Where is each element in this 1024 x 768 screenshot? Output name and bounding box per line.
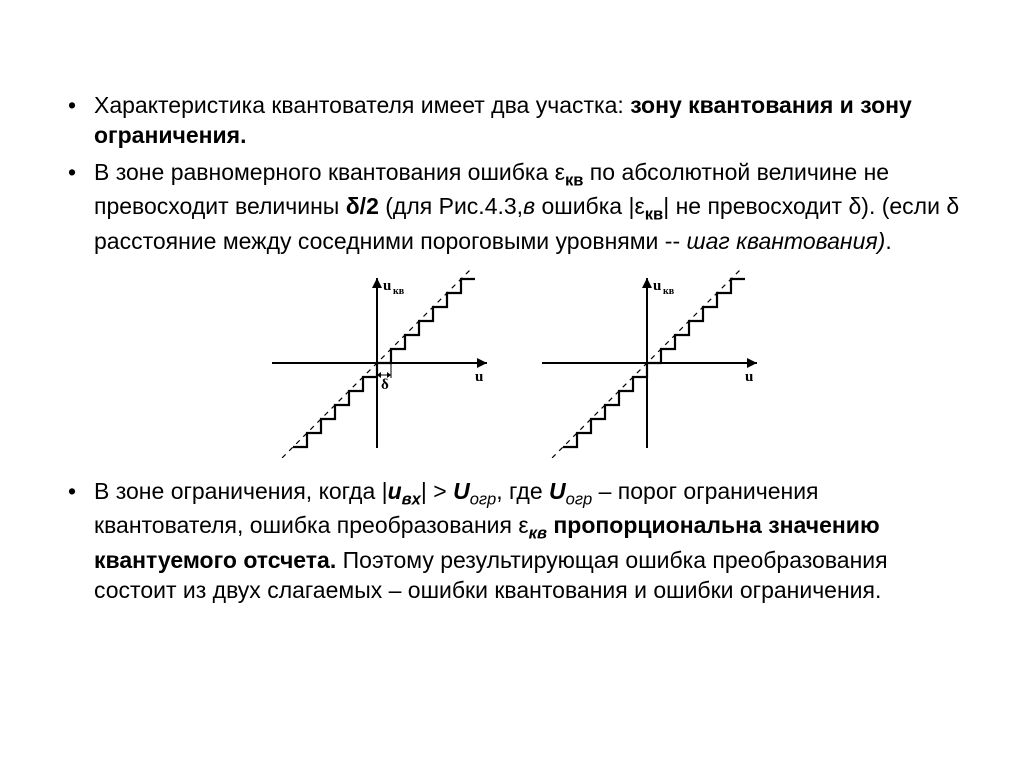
b2-vi: в bbox=[523, 193, 535, 219]
b3-uogr2-sub: огр bbox=[566, 490, 593, 509]
b2-t5: | не превосходит bbox=[663, 193, 848, 219]
svg-text:δ: δ bbox=[381, 377, 389, 393]
svg-text:u: u bbox=[475, 369, 483, 385]
bullet-2: В зоне равномерного квантования ошибка ε… bbox=[60, 157, 964, 256]
bullet-list: Характеристика квантователя имеет два уч… bbox=[60, 90, 964, 256]
b2-sub2: кв bbox=[645, 205, 663, 224]
b1-text: Характеристика квантователя имеет два уч… bbox=[94, 92, 630, 118]
b2-sub1: кв bbox=[565, 170, 583, 189]
b2-eps: ε bbox=[555, 159, 565, 185]
b2-t4: ошибка | bbox=[535, 193, 634, 219]
b3-t3: , где bbox=[496, 478, 549, 504]
b3-eps: ε bbox=[518, 512, 528, 538]
bullet-list-2: В зоне ограничения, когда |uвх| > Uогр, … bbox=[60, 476, 964, 606]
b2-eps2: ε bbox=[634, 193, 644, 219]
b3-eps-sub: кв bbox=[529, 524, 547, 543]
svg-text:u: u bbox=[745, 369, 753, 385]
b3-uvx-sub: вх bbox=[402, 490, 421, 509]
b3-uogr: U bbox=[453, 478, 470, 504]
b2-t1: В зоне равномерного квантования ошибка bbox=[94, 159, 555, 185]
b3-uogr-sub: огр bbox=[470, 490, 497, 509]
b3-t2: | > bbox=[421, 478, 453, 504]
b2-d2: δ bbox=[946, 193, 959, 219]
b2-d1: δ bbox=[848, 193, 861, 219]
b2-t3: (для Рис.4.3, bbox=[379, 193, 523, 219]
b2-step: шаг квантования) bbox=[687, 228, 886, 254]
b3-uogr2: U bbox=[549, 478, 566, 504]
b3-t1: В зоне ограничения, когда | bbox=[94, 478, 388, 504]
b3-uvx: u bbox=[388, 478, 402, 504]
quantizer-chart-left: δuквu bbox=[262, 268, 492, 458]
b2-dh: δ/2 bbox=[346, 193, 379, 219]
b2-t7: расстояние между соседними пороговыми ур… bbox=[94, 228, 687, 254]
b2-t8: . bbox=[885, 228, 891, 254]
svg-text:кв: кв bbox=[663, 286, 675, 297]
quantizer-chart-right: uквu bbox=[532, 268, 762, 458]
diagram-row: δuквu uквu bbox=[60, 268, 964, 458]
bullet-3: В зоне ограничения, когда |uвх| > Uогр, … bbox=[60, 476, 964, 606]
b2-t6: ). (если bbox=[861, 193, 946, 219]
svg-text:u: u bbox=[653, 278, 661, 294]
svg-text:кв: кв bbox=[393, 286, 405, 297]
svg-text:u: u bbox=[383, 278, 391, 294]
bullet-1: Характеристика квантователя имеет два уч… bbox=[60, 90, 964, 151]
slide: Характеристика квантователя имеет два уч… bbox=[0, 0, 1024, 768]
